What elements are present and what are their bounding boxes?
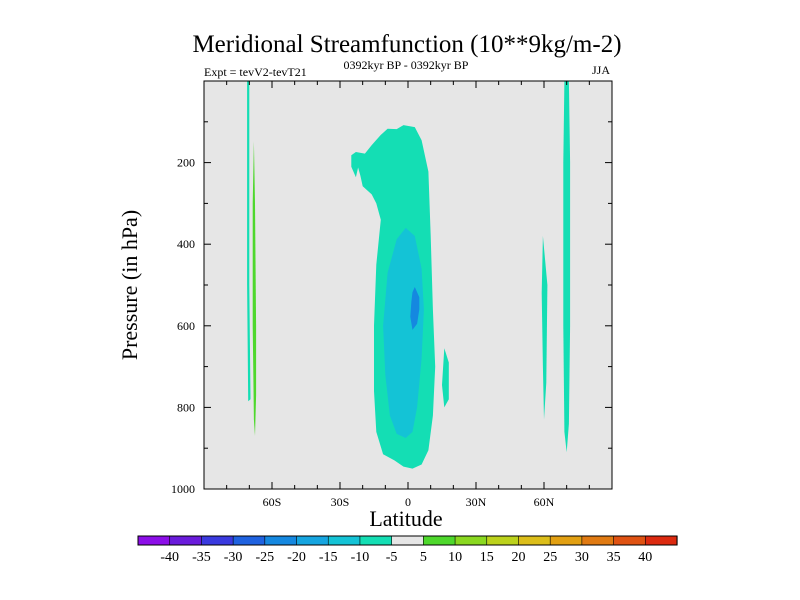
- colorbar-box: [137, 535, 171, 546]
- colorbar-label: -30: [224, 550, 243, 565]
- x-axis-ticks: 60S 30S 0 30N 60N: [226, 81, 590, 509]
- colorbar-label: -15: [319, 550, 338, 565]
- colorbar-box: [581, 535, 615, 546]
- colorbar-label: -40: [160, 550, 179, 565]
- x-tick-label: 60N: [534, 495, 555, 509]
- contour-region-southern-high-lat-band: [247, 81, 251, 402]
- chart-title: Meridional Streamfunction (10**9kg/m-2): [192, 31, 621, 58]
- colorbar-label: 5: [420, 550, 427, 565]
- colorbar-label: -25: [255, 550, 274, 565]
- colorbar-label: 10: [448, 550, 462, 565]
- contour-region-northern-midlat-band: [541, 236, 548, 420]
- colorbar-box: [486, 535, 520, 546]
- colorbar-label: 35: [607, 550, 621, 565]
- colorbar-box: [296, 535, 329, 546]
- colorbar-box: [613, 535, 646, 546]
- colorbar-box: [518, 535, 551, 546]
- colorbar-box: [232, 535, 266, 546]
- colorbar-label: -5: [386, 550, 398, 565]
- contour-region-central-cell-core: [410, 287, 420, 330]
- x-tick-label: 30S: [331, 495, 350, 509]
- y-tick-label: 400: [177, 237, 195, 251]
- experiment-label: Expt = tevV2-tevT21: [204, 65, 307, 79]
- y-tick-label: 600: [177, 319, 195, 333]
- colorbar-box: [644, 535, 678, 546]
- y-tick-label: 1000: [171, 482, 195, 496]
- colorbar-box: [549, 535, 583, 546]
- y-axis-label: Pressure (in hPa): [117, 210, 142, 360]
- y-tick-label: 800: [177, 400, 195, 414]
- contour-region-northern-high-lat-band: [563, 81, 571, 453]
- colorbar-label: -20: [287, 550, 306, 565]
- x-tick-label: 30N: [466, 495, 487, 509]
- colorbar-label: -10: [351, 550, 370, 565]
- colorbar-label: 20: [512, 550, 526, 565]
- colorbar: [137, 535, 678, 546]
- x-tick-label: 0: [405, 495, 411, 509]
- colorbar-box: [454, 535, 488, 546]
- time-label: 0392kyr BP - 0392kyr BP: [344, 58, 469, 72]
- colorbar-box: [359, 535, 393, 546]
- colorbar-box: [423, 535, 456, 546]
- colorbar-box: [201, 535, 234, 546]
- season-label: JJA: [592, 63, 610, 77]
- colorbar-frame: [137, 535, 678, 546]
- x-axis-label: Latitude: [369, 506, 442, 531]
- contour-region-southern-positive-band: [252, 141, 257, 436]
- y-axis-ticks: 200 400 600 800 1000: [171, 121, 612, 496]
- colorbar-box: [169, 535, 203, 546]
- colorbar-label: 30: [575, 550, 589, 565]
- colorbar-box: [264, 535, 298, 546]
- colorbar-box: [327, 535, 361, 546]
- contour-regions: [247, 81, 571, 469]
- y-tick-label: 200: [177, 156, 195, 170]
- x-tick-label: 60S: [263, 495, 282, 509]
- colorbar-labels: -40 -35 -30 -25 -20 -15 -10 -5 5 10 15 20 25 30 35 40: [160, 550, 652, 565]
- colorbar-box: [391, 535, 424, 546]
- colorbar-label: 25: [543, 550, 557, 565]
- colorbar-label: -35: [192, 550, 211, 565]
- colorbar-label: 15: [480, 550, 494, 565]
- colorbar-label: 40: [638, 550, 652, 565]
- contour-region-central-cell-inner: [383, 227, 424, 438]
- contour-region-tropical-n-sliver: [442, 348, 449, 408]
